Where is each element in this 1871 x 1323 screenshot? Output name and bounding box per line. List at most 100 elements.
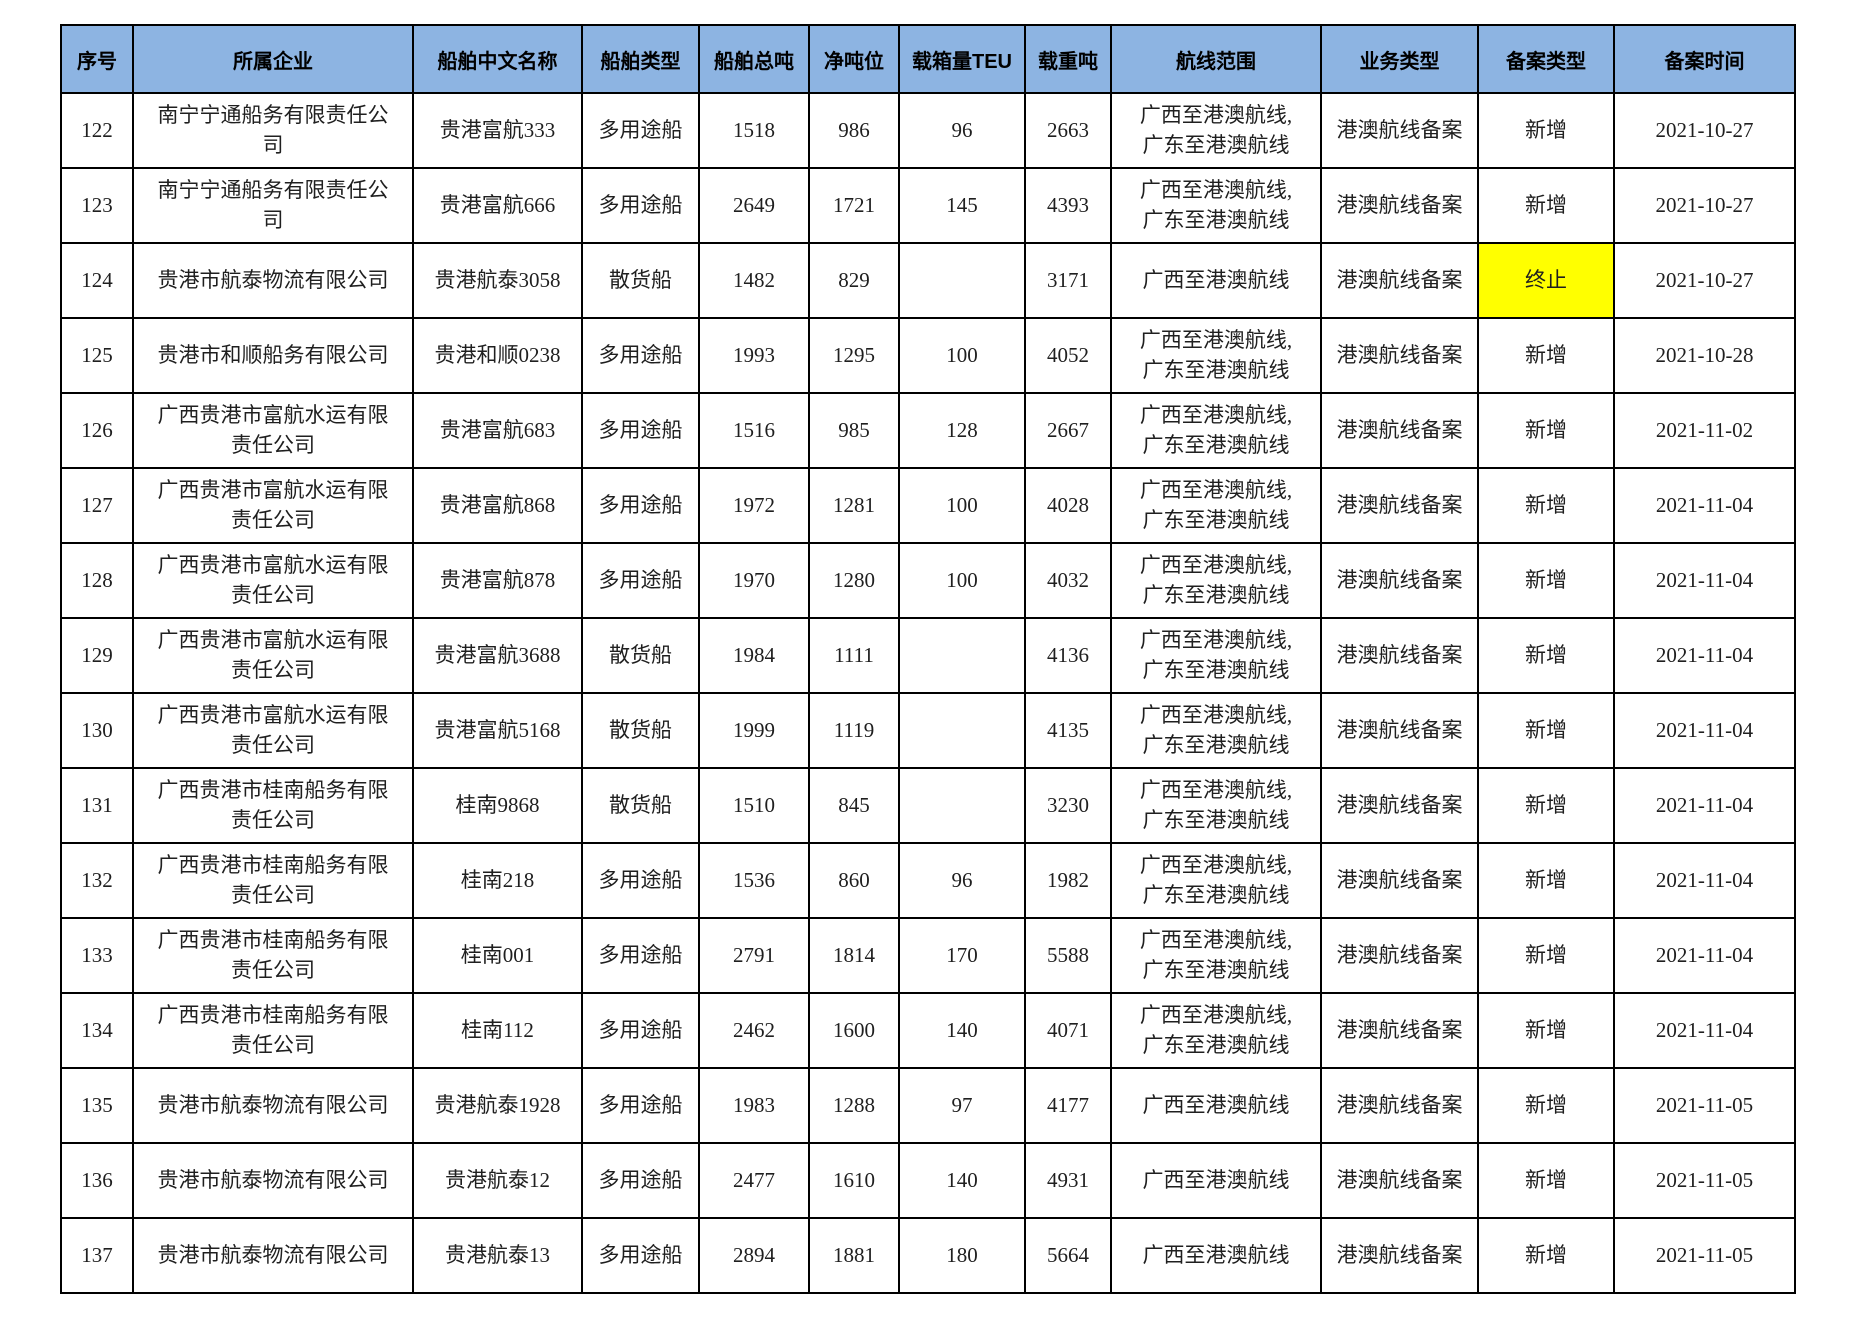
cell-teu: 170 bbox=[898, 917, 1026, 994]
cell-business-type: 港澳航线备案 bbox=[1320, 242, 1479, 319]
cell-company: 广西贵港市桂南船务有限责任公司 bbox=[132, 992, 414, 1069]
cell-deadweight: 4052 bbox=[1024, 317, 1112, 394]
cell-index: 132 bbox=[60, 842, 134, 919]
cell-route: 广西至港澳航线, 广东至港澳航线 bbox=[1110, 317, 1322, 394]
cell-business-type: 港澳航线备案 bbox=[1320, 842, 1479, 919]
table-row: 128 广西贵港市富航水运有限责任公司 贵港富航878 多用途船 1970 1280 100… bbox=[60, 542, 1796, 619]
cell-route: 广西至港澳航线, 广东至港澳航线 bbox=[1110, 767, 1322, 844]
cell-ship-name: 贵港和顺0238 bbox=[412, 317, 583, 394]
cell-gross-tonnage: 2649 bbox=[698, 167, 810, 244]
cell-company: 广西贵港市桂南船务有限责任公司 bbox=[132, 767, 414, 844]
cell-ship-type: 散货船 bbox=[581, 692, 700, 769]
cell-filing-date: 2021-11-04 bbox=[1613, 542, 1796, 619]
table-row: 136 贵港市航泰物流有限公司 贵港航泰12 多用途船 2477 1610 140 4931 广… bbox=[60, 1142, 1796, 1219]
cell-filing-type: 新增 bbox=[1477, 92, 1615, 169]
cell-company: 南宁宁通船务有限责任公司 bbox=[132, 167, 414, 244]
table-row: 125 贵港市和顺船务有限公司 贵港和顺0238 多用途船 1993 1295 100 405… bbox=[60, 317, 1796, 394]
cell-index: 136 bbox=[60, 1142, 134, 1219]
cell-deadweight: 5588 bbox=[1024, 917, 1112, 994]
cell-deadweight: 4032 bbox=[1024, 542, 1112, 619]
cell-deadweight: 4135 bbox=[1024, 692, 1112, 769]
cell-net-tonnage: 985 bbox=[808, 392, 900, 469]
header-business-type: 业务类型 bbox=[1320, 24, 1479, 94]
cell-route: 广西至港澳航线, 广东至港澳航线 bbox=[1110, 542, 1322, 619]
cell-net-tonnage: 1600 bbox=[808, 992, 900, 1069]
cell-net-tonnage: 986 bbox=[808, 92, 900, 169]
table-row: 127 广西贵港市富航水运有限责任公司 贵港富航868 多用途船 1972 1281 100… bbox=[60, 467, 1796, 544]
table-row: 133 广西贵港市桂南船务有限责任公司 桂南001 多用途船 2791 1814 170 55… bbox=[60, 917, 1796, 994]
cell-deadweight: 3171 bbox=[1024, 242, 1112, 319]
table-row: 124 贵港市航泰物流有限公司 贵港航泰3058 散货船 1482 829 3171 广西至港… bbox=[60, 242, 1796, 319]
cell-filing-type: 新增 bbox=[1477, 467, 1615, 544]
header-gross-tonnage: 船舶总吨 bbox=[698, 24, 810, 94]
cell-net-tonnage: 1288 bbox=[808, 1067, 900, 1144]
cell-company: 贵港市航泰物流有限公司 bbox=[132, 1142, 414, 1219]
cell-gross-tonnage: 1518 bbox=[698, 92, 810, 169]
cell-ship-type: 多用途船 bbox=[581, 317, 700, 394]
cell-net-tonnage: 1610 bbox=[808, 1142, 900, 1219]
cell-business-type: 港澳航线备案 bbox=[1320, 392, 1479, 469]
cell-ship-name: 桂南9868 bbox=[412, 767, 583, 844]
cell-company: 南宁宁通船务有限责任公司 bbox=[132, 92, 414, 169]
cell-deadweight: 3230 bbox=[1024, 767, 1112, 844]
header-route: 航线范围 bbox=[1110, 24, 1322, 94]
table-row: 122 南宁宁通船务有限责任公司 贵港富航333 多用途船 1518 986 96 2663 广… bbox=[60, 92, 1796, 169]
cell-route: 广西至港澳航线, 广东至港澳航线 bbox=[1110, 467, 1322, 544]
cell-teu: 97 bbox=[898, 1067, 1026, 1144]
cell-ship-type: 多用途船 bbox=[581, 842, 700, 919]
cell-filing-date: 2021-11-04 bbox=[1613, 617, 1796, 694]
cell-business-type: 港澳航线备案 bbox=[1320, 1217, 1479, 1294]
cell-filing-date: 2021-11-04 bbox=[1613, 842, 1796, 919]
cell-ship-name: 贵港富航333 bbox=[412, 92, 583, 169]
cell-net-tonnage: 860 bbox=[808, 842, 900, 919]
cell-gross-tonnage: 2791 bbox=[698, 917, 810, 994]
header-teu: 载箱量TEU bbox=[898, 24, 1026, 94]
cell-gross-tonnage: 2894 bbox=[698, 1217, 810, 1294]
header-filing-date: 备案时间 bbox=[1613, 24, 1796, 94]
cell-ship-name: 贵港航泰12 bbox=[412, 1142, 583, 1219]
cell-ship-name: 贵港富航5168 bbox=[412, 692, 583, 769]
cell-gross-tonnage: 1516 bbox=[698, 392, 810, 469]
cell-route: 广西至港澳航线 bbox=[1110, 1142, 1322, 1219]
table-row: 137 贵港市航泰物流有限公司 贵港航泰13 多用途船 2894 1881 180 5664 广… bbox=[60, 1217, 1796, 1294]
cell-index: 133 bbox=[60, 917, 134, 994]
cell-deadweight: 4071 bbox=[1024, 992, 1112, 1069]
cell-business-type: 港澳航线备案 bbox=[1320, 617, 1479, 694]
cell-company: 贵港市和顺船务有限公司 bbox=[132, 317, 414, 394]
cell-gross-tonnage: 1970 bbox=[698, 542, 810, 619]
cell-teu bbox=[898, 617, 1026, 694]
cell-filing-type: 新增 bbox=[1477, 767, 1615, 844]
table-row: 134 广西贵港市桂南船务有限责任公司 桂南112 多用途船 2462 1600 140 40… bbox=[60, 992, 1796, 1069]
table-row: 130 广西贵港市富航水运有限责任公司 贵港富航5168 散货船 1999 1119 413… bbox=[60, 692, 1796, 769]
header-company: 所属企业 bbox=[132, 24, 414, 94]
cell-gross-tonnage: 1536 bbox=[698, 842, 810, 919]
header-row: 序号 所属企业 船舶中文名称 船舶类型 船舶总吨 净吨位 载箱量TEU 载重吨 … bbox=[60, 24, 1796, 94]
cell-teu: 96 bbox=[898, 92, 1026, 169]
cell-business-type: 港澳航线备案 bbox=[1320, 467, 1479, 544]
cell-index: 126 bbox=[60, 392, 134, 469]
cell-teu: 100 bbox=[898, 467, 1026, 544]
cell-index: 124 bbox=[60, 242, 134, 319]
cell-index: 127 bbox=[60, 467, 134, 544]
cell-index: 128 bbox=[60, 542, 134, 619]
cell-company: 广西贵港市富航水运有限责任公司 bbox=[132, 692, 414, 769]
cell-route: 广西至港澳航线, 广东至港澳航线 bbox=[1110, 842, 1322, 919]
cell-gross-tonnage: 1972 bbox=[698, 467, 810, 544]
cell-business-type: 港澳航线备案 bbox=[1320, 92, 1479, 169]
cell-business-type: 港澳航线备案 bbox=[1320, 767, 1479, 844]
cell-net-tonnage: 1119 bbox=[808, 692, 900, 769]
cell-gross-tonnage: 1999 bbox=[698, 692, 810, 769]
cell-route: 广西至港澳航线, 广东至港澳航线 bbox=[1110, 692, 1322, 769]
table-body: 122 南宁宁通船务有限责任公司 贵港富航333 多用途船 1518 986 96 2663 广… bbox=[60, 92, 1796, 1294]
cell-filing-type: 新增 bbox=[1477, 842, 1615, 919]
cell-teu: 128 bbox=[898, 392, 1026, 469]
cell-gross-tonnage: 2477 bbox=[698, 1142, 810, 1219]
cell-ship-name: 贵港航泰1928 bbox=[412, 1067, 583, 1144]
cell-index: 134 bbox=[60, 992, 134, 1069]
cell-ship-name: 贵港富航683 bbox=[412, 392, 583, 469]
cell-teu: 100 bbox=[898, 317, 1026, 394]
cell-company: 广西贵港市富航水运有限责任公司 bbox=[132, 542, 414, 619]
header-index: 序号 bbox=[60, 24, 134, 94]
cell-business-type: 港澳航线备案 bbox=[1320, 542, 1479, 619]
cell-filing-date: 2021-11-04 bbox=[1613, 467, 1796, 544]
